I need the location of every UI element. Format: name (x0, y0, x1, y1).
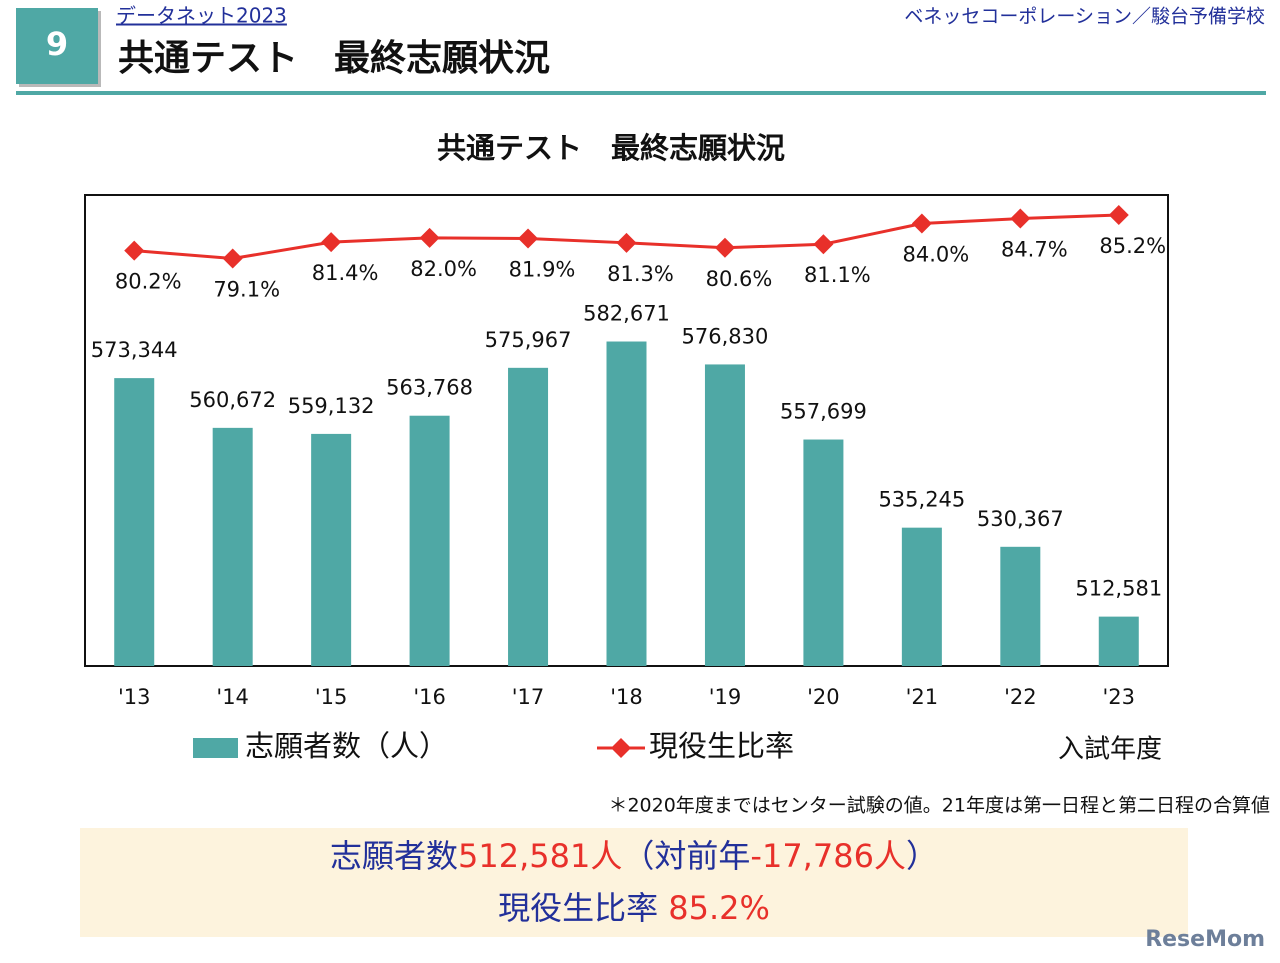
publisher: ベネッセコーポレーション／駿台予備学校 (904, 6, 1265, 28)
line-marker (1108, 204, 1129, 225)
line-marker (616, 232, 637, 253)
bar (1098, 616, 1139, 666)
summary-segment: 現役生比率 (498, 889, 668, 927)
summary-segment: -17,786人 (750, 837, 906, 875)
line-value-label: 85.2% (1099, 234, 1166, 258)
x-tick-label: '14 (216, 685, 249, 709)
bar-value-label: 575,967 (485, 328, 572, 352)
line-value-label: 81.1% (804, 263, 871, 287)
series-name: データネット2023 (116, 4, 287, 28)
bar-value-label: 559,132 (288, 394, 375, 418)
line-marker (911, 213, 932, 234)
bar (311, 433, 352, 666)
chart-title: 共通テスト 最終志願状況 (437, 131, 785, 165)
x-tick-label: '16 (413, 685, 446, 709)
bar (704, 364, 745, 666)
x-tick-label: '22 (1004, 685, 1037, 709)
bar-value-label: 563,768 (386, 376, 473, 400)
summary-box (80, 828, 1188, 937)
summary-line: 志願者数512,581人（対前年-17,786人） (330, 837, 938, 875)
bar (508, 367, 549, 666)
line-value-label: 81.3% (607, 262, 674, 286)
legend-swatch (193, 738, 238, 758)
x-axis-label: 入試年度 (1058, 735, 1162, 765)
x-tick-label: '15 (315, 685, 348, 709)
bar-value-label: 512,581 (1075, 577, 1162, 601)
note: ＊2020年度まではセンター試験の値。21年度は第一日程と第二日程の合算値 (608, 795, 1270, 817)
line-marker (813, 234, 834, 255)
line-value-label: 84.7% (1001, 238, 1068, 262)
summary-line: 現役生比率 85.2% (498, 889, 770, 927)
bar-value-label: 582,671 (583, 302, 670, 326)
badge (16, 8, 98, 84)
line-marker (518, 228, 539, 249)
bar-value-label: 535,245 (878, 488, 965, 512)
line-value-label: 84.0% (903, 243, 970, 267)
bar-value-label: 557,699 (780, 400, 867, 424)
summary-segment: 512,581人 (458, 837, 622, 875)
legend-label: 志願者数（人） (245, 729, 448, 763)
x-tick-label: '19 (709, 685, 742, 709)
line-marker (222, 248, 243, 269)
x-tick-label: '23 (1103, 685, 1136, 709)
legend-label: 現役生比率 (649, 729, 794, 763)
bar-value-label: 573,344 (91, 338, 178, 362)
line-marker (321, 232, 342, 253)
summary-segment: （対前年 (622, 837, 750, 875)
line-value-label: 79.1% (213, 278, 280, 302)
header-rule (16, 91, 1266, 95)
line-marker (1010, 208, 1031, 229)
line-marker (124, 240, 145, 261)
watermark: ReseMom (1145, 927, 1265, 952)
legend-marker (611, 738, 631, 758)
bar (606, 341, 647, 666)
bar-value-label: 560,672 (189, 388, 276, 412)
x-tick-label: '21 (906, 685, 939, 709)
badge-number: 9 (46, 25, 68, 63)
line-marker (714, 237, 735, 258)
x-tick-label: '18 (610, 685, 643, 709)
x-tick-label: '13 (118, 685, 151, 709)
line-marker (419, 227, 440, 248)
page-title: 共通テスト 最終志願状況 (118, 38, 550, 79)
summary-segment: ） (906, 837, 938, 875)
x-tick-label: '17 (512, 685, 545, 709)
summary-segment: 85.2% (668, 889, 770, 927)
line-value-label: 80.6% (706, 267, 773, 291)
bar (901, 527, 942, 666)
bar (1000, 546, 1041, 666)
bar-value-label: 576,830 (682, 324, 769, 348)
bar-value-label: 530,367 (977, 507, 1064, 531)
bar (803, 439, 844, 666)
line-value-label: 82.0% (410, 257, 477, 281)
bar (114, 378, 155, 666)
line-value-label: 81.9% (509, 258, 576, 282)
line-value-label: 81.4% (312, 261, 379, 285)
bar (212, 427, 253, 666)
line-value-label: 80.2% (115, 270, 182, 294)
summary-segment: 志願者数 (330, 837, 458, 875)
x-tick-label: '20 (807, 685, 840, 709)
bar (409, 415, 450, 666)
